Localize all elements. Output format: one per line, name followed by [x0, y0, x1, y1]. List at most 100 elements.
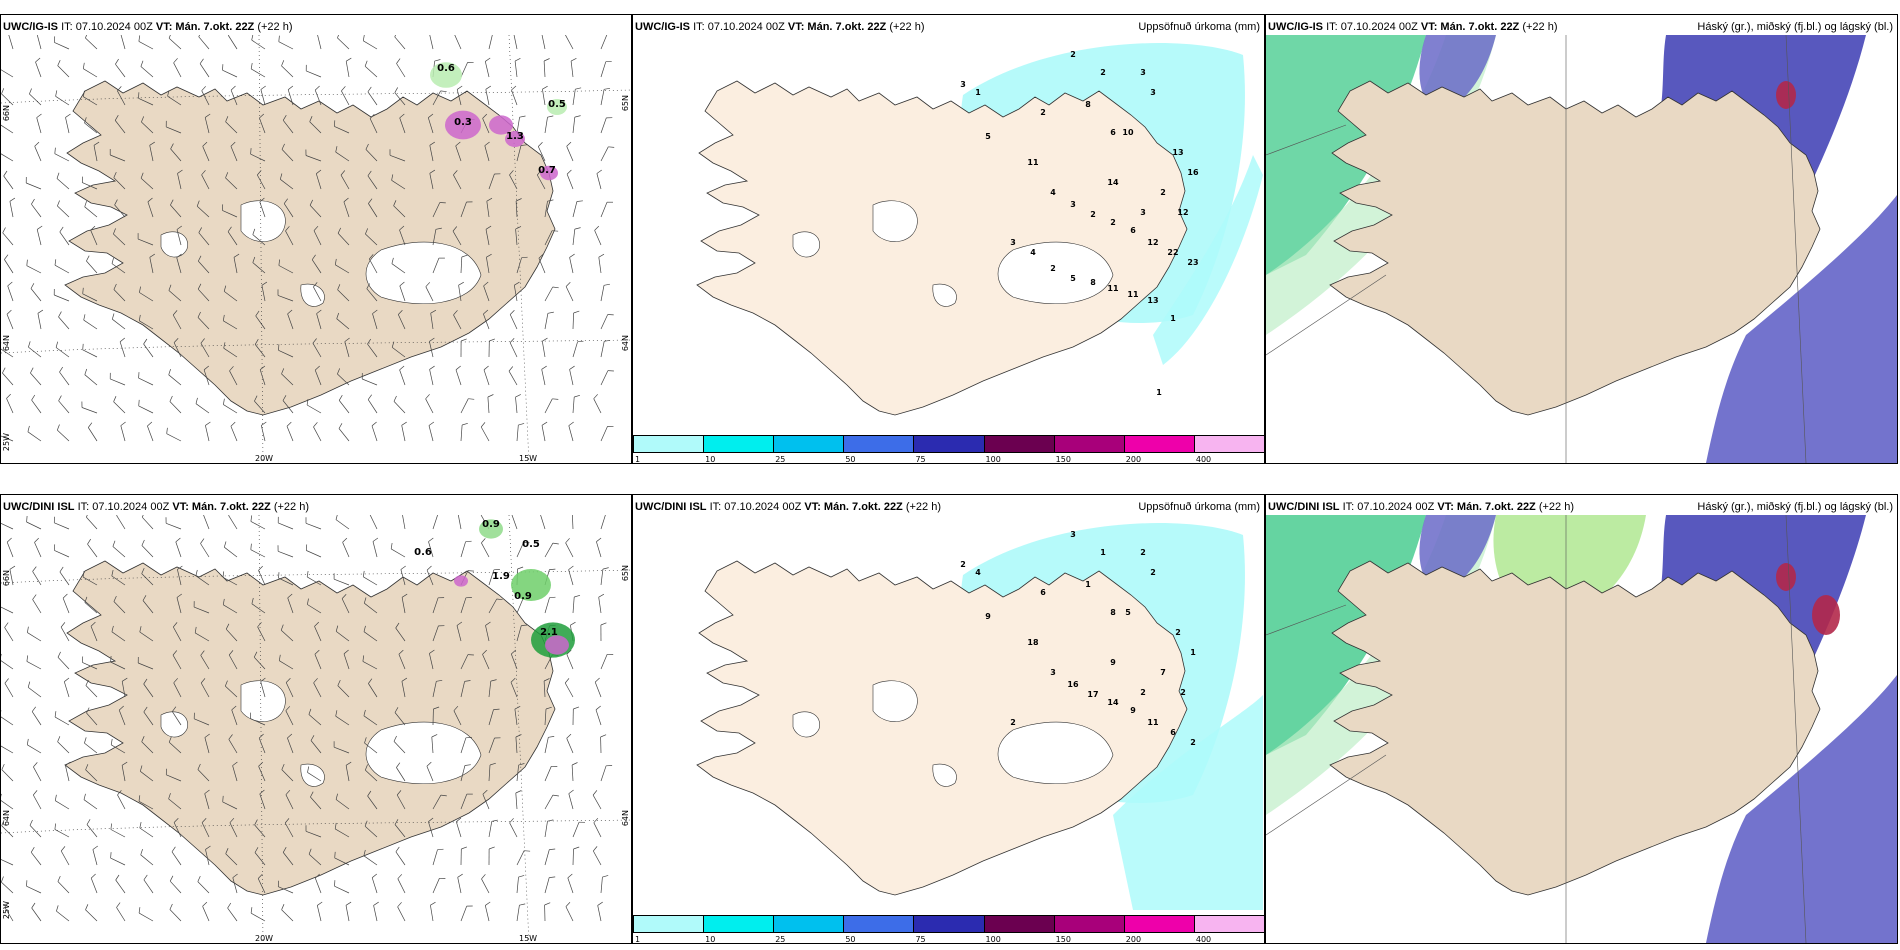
wind-barb	[513, 285, 518, 302]
wind-barb-feather	[285, 226, 290, 232]
wind-barb	[3, 175, 14, 190]
wind-barb-feather	[309, 116, 313, 122]
wind-barb	[345, 61, 350, 78]
wind-barb	[309, 205, 322, 218]
wind-barb-feather	[314, 85, 320, 91]
value-label: 5	[985, 132, 991, 141]
wind-barb	[228, 515, 238, 530]
wind-barb	[310, 796, 322, 810]
cloud-map-2	[1266, 515, 1897, 943]
wind-barb-feather	[344, 337, 350, 342]
wind-barb	[453, 314, 462, 330]
wind-barb	[193, 606, 210, 614]
wind-barb-feather	[435, 227, 442, 230]
wind-barb-feather	[287, 593, 293, 599]
wind-barb-feather	[368, 198, 373, 204]
wind-barb	[140, 178, 154, 190]
wind-barb-feather	[456, 817, 462, 822]
wind-barb	[600, 765, 607, 782]
wind-barb-feather	[307, 766, 310, 773]
wind-barb-feather	[194, 626, 197, 633]
wind-barb	[509, 174, 518, 190]
wind-barb	[141, 516, 154, 530]
wind-barb	[1, 800, 14, 810]
wind-barb-feather	[233, 253, 240, 258]
wind-barb	[395, 851, 406, 866]
wind-barb-feather	[149, 253, 155, 258]
wind-barb	[278, 349, 294, 358]
wind-barb-feather	[515, 734, 522, 738]
field-title: Uppsöfnuð úrkoma (mm)	[1138, 21, 1260, 33]
wind-barb-feather	[337, 368, 341, 375]
panel-title: UWC/DINI ISL IT: 07.10.2024 00Z VT: Mán.…	[3, 501, 310, 513]
wind-barb-feather	[362, 570, 365, 577]
wind-barb	[307, 604, 322, 614]
wind-barb-feather	[337, 679, 341, 686]
precip-blob	[454, 575, 468, 587]
wind-barb-feather	[231, 705, 237, 711]
value-label: 1	[1190, 648, 1196, 657]
wind-barb	[397, 314, 406, 330]
wind-barb-feather	[547, 819, 554, 822]
wind-barb-feather	[117, 790, 122, 796]
wind-map-1: 0.6 0.5 0.3 1.3 0.7	[1, 35, 631, 463]
wind-barb	[343, 653, 350, 670]
wind-barb-feather	[337, 35, 339, 39]
wind-barb	[260, 425, 266, 442]
value-label: 1	[975, 88, 981, 97]
wind-barb	[594, 230, 602, 246]
wind-barb-feather	[29, 819, 33, 826]
wind-barb	[367, 91, 378, 106]
glacier	[365, 721, 482, 785]
wind-barb-feather	[521, 256, 528, 259]
wind-barb	[287, 313, 294, 330]
wind-barb	[395, 627, 406, 642]
wind-barb-feather	[465, 540, 472, 543]
wind-barb	[4, 907, 14, 922]
colorbar-swatch	[1123, 435, 1195, 453]
wind-barb	[173, 682, 182, 698]
wind-barb	[428, 425, 434, 442]
wind-barb	[250, 153, 266, 162]
wind-barb-feather	[258, 761, 264, 767]
wind-barb	[232, 877, 238, 894]
colorbar-tick: 50	[845, 935, 856, 944]
wind-barb-feather	[110, 852, 112, 859]
wind-barb-feather	[575, 87, 582, 90]
wind-barb	[86, 260, 98, 274]
wind-barb-feather	[7, 281, 13, 287]
value-label: 2	[1160, 188, 1166, 197]
wind-barb	[337, 373, 350, 386]
wind-barb-feather	[372, 537, 379, 542]
wind-barb	[432, 681, 437, 698]
wind-barb	[565, 35, 574, 50]
wind-barb-feather	[542, 85, 548, 90]
colorbar-tick: 10	[705, 935, 716, 944]
wind-barb	[166, 126, 182, 134]
wind-barb	[431, 736, 434, 754]
glacier	[997, 241, 1114, 305]
wind-barb	[593, 822, 602, 838]
wind-barb	[516, 877, 519, 894]
value-label: 2	[1040, 108, 1046, 117]
wind-barb-feather	[372, 309, 378, 314]
wind-barb	[600, 89, 605, 106]
wind-barb	[285, 794, 294, 810]
wind-barb	[201, 174, 210, 190]
wind-barb-feather	[139, 765, 143, 772]
iceland-coastline	[1329, 80, 1821, 416]
value-label: 1	[1170, 314, 1176, 323]
wind-barb-feather	[394, 35, 397, 37]
panel-title: UWC/IG-IS IT: 07.10.2024 00Z VT: Mán. 7.…	[1268, 21, 1558, 33]
wind-barb	[595, 709, 602, 726]
wind-barb	[309, 121, 322, 134]
graticule-line	[1, 89, 631, 104]
wind-barb-feather	[202, 141, 208, 147]
wind-barb-feather	[9, 565, 16, 570]
wind-barb-feather	[205, 113, 211, 118]
wind-barb-feather	[600, 734, 607, 738]
wind-barb-feather	[229, 366, 234, 372]
wind-barb	[572, 341, 578, 358]
wind-barb	[305, 830, 322, 838]
wind-barb	[1, 606, 14, 614]
